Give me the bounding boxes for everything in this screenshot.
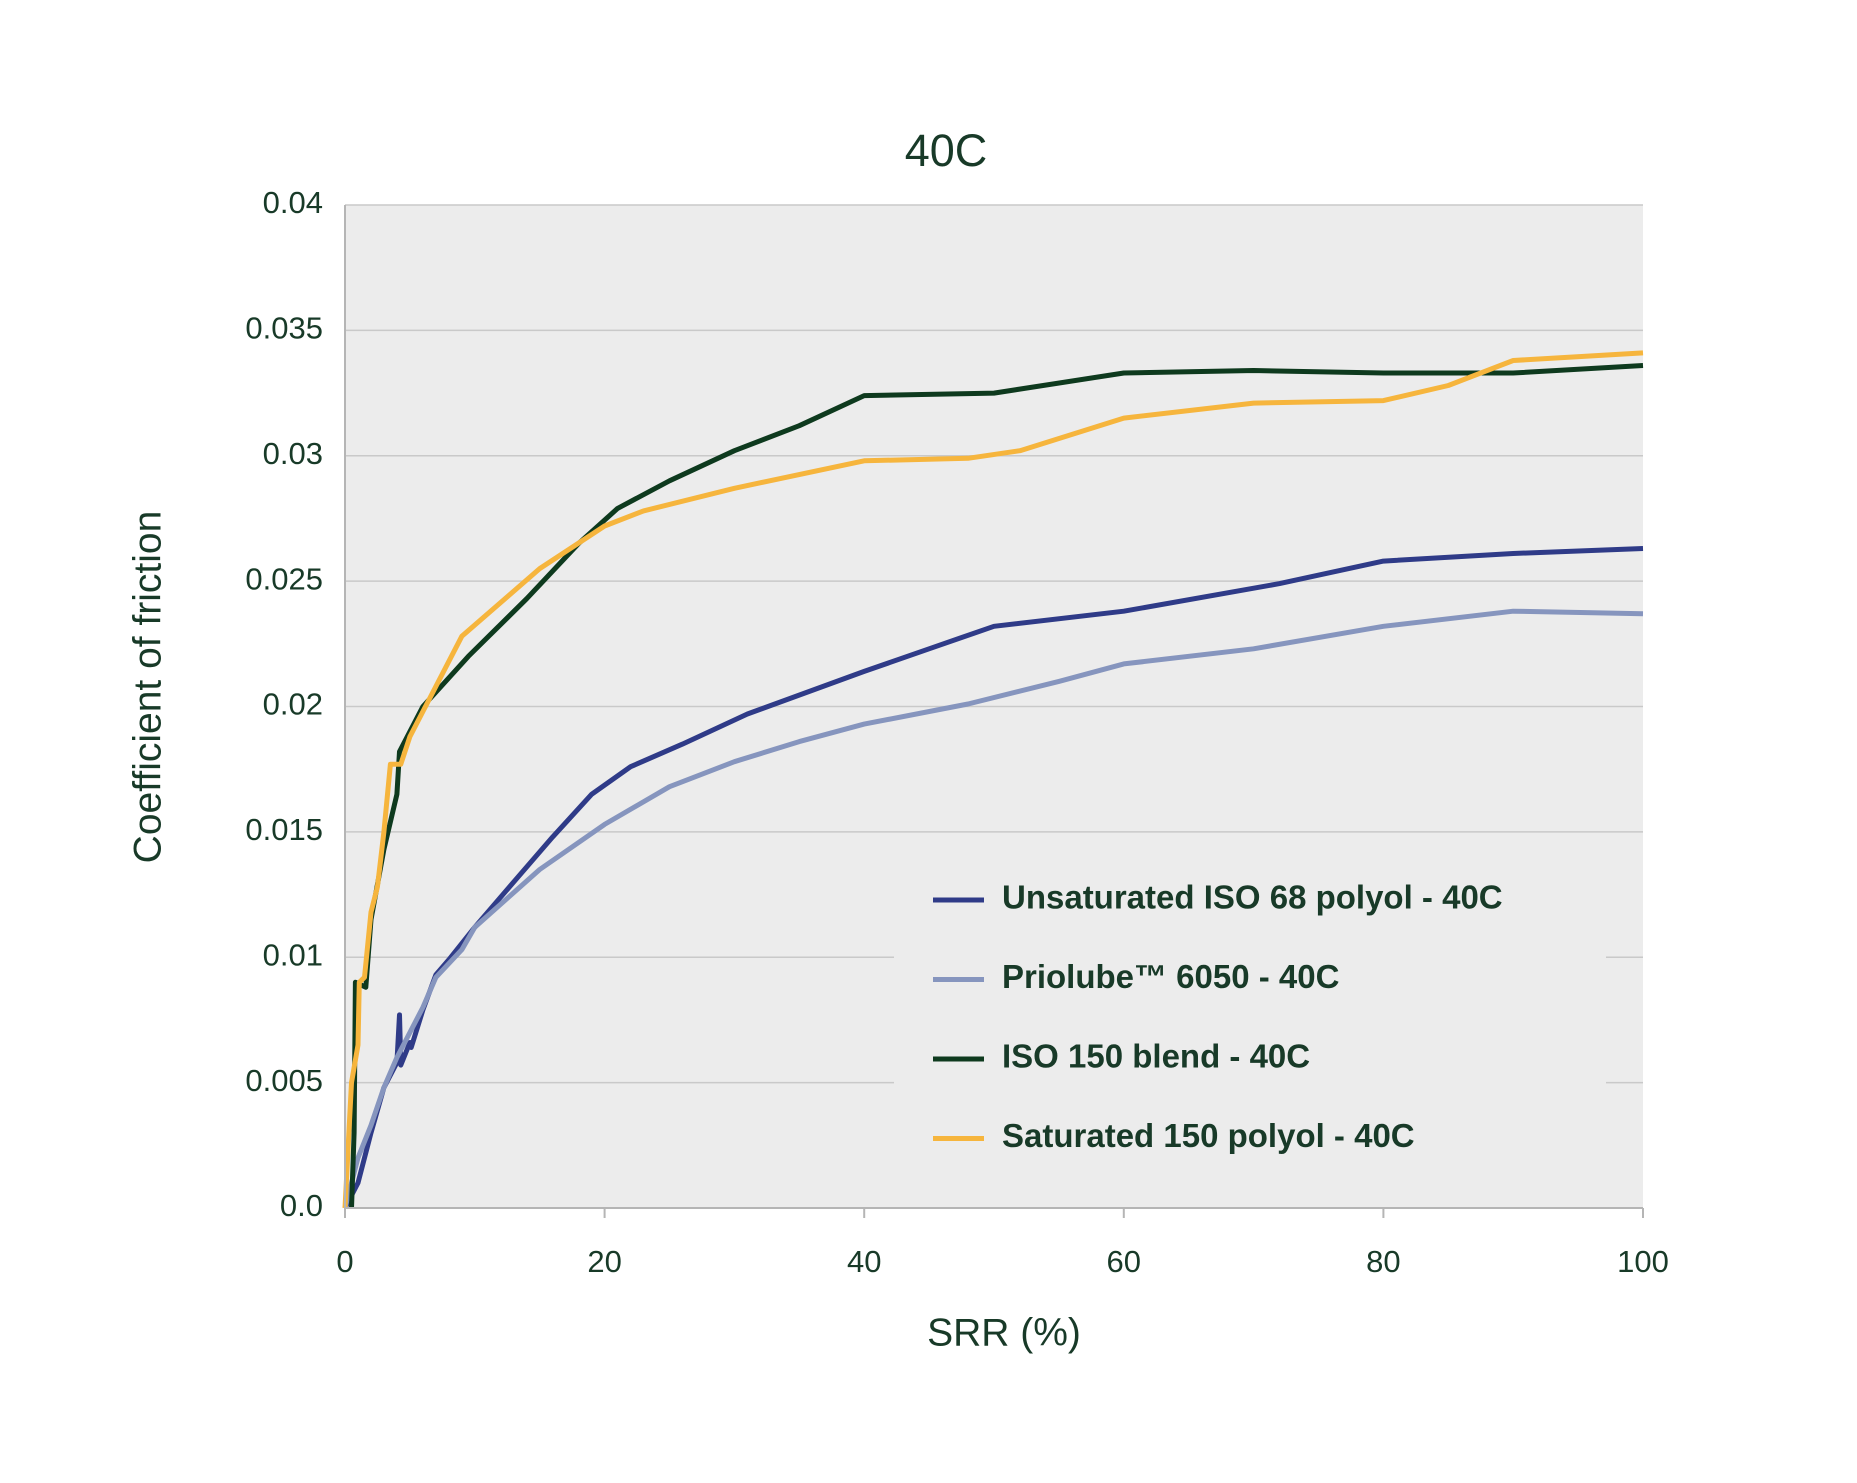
y-axis-label: Coefficient of friction (126, 511, 169, 864)
y-tick-label: 0.04 (263, 185, 323, 220)
x-tick-label: 40 (847, 1244, 881, 1279)
x-axis-label: SRR (%) (927, 1311, 1081, 1354)
x-tick-label: 100 (1617, 1244, 1669, 1279)
legend-box (894, 864, 1606, 1170)
legend: Unsaturated ISO 68 polyol - 40C Priolube™… (933, 879, 1503, 1154)
y-tick-label: 0.03 (263, 436, 323, 471)
ticks: 0.0 0.005 0.01 0.015 0.02 0.025 0.03 0.035 0.04 0… (245, 185, 1668, 1279)
y-tick-label: 0.015 (245, 812, 323, 847)
y-tick-label: 0.0 (280, 1188, 323, 1223)
series-lines (342, 350, 1644, 1210)
x-tick-label: 20 (587, 1244, 621, 1279)
x-tick-label: 80 (1366, 1244, 1400, 1279)
y-tick-label: 0.025 (245, 561, 323, 596)
y-tick-label: 0.005 (245, 1063, 323, 1098)
x-tick-label: 0 (336, 1244, 353, 1279)
legend-label: Priolube™ 6050 - 40C (1002, 958, 1339, 995)
series-line (342, 608, 1644, 1209)
y-tick-label: 0.02 (263, 687, 323, 722)
legend-label: Saturated 150 polyol - 40C (1002, 1117, 1415, 1154)
series-line (342, 546, 1644, 1210)
series-line (342, 350, 1644, 1209)
chart-title: 40C (905, 125, 988, 176)
x-tick-label: 60 (1107, 1244, 1141, 1279)
legend-label: ISO 150 blend - 40C (1002, 1038, 1310, 1075)
y-tick-label: 0.035 (245, 311, 323, 346)
legend-label: Unsaturated ISO 68 polyol - 40C (1002, 879, 1503, 916)
y-tick-label: 0.01 (263, 937, 323, 972)
